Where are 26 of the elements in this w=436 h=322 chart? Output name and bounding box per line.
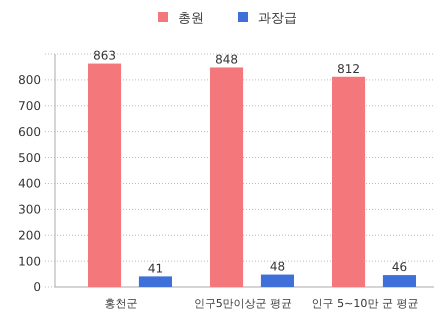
- y-tick-label: 400: [18, 176, 41, 191]
- y-tick-label: 800: [18, 73, 41, 88]
- data-label: 812: [337, 62, 360, 76]
- data-label: 48: [270, 260, 286, 274]
- bar: [138, 276, 172, 287]
- data-label: 863: [93, 48, 116, 63]
- legend-label: 과장급: [258, 11, 297, 26]
- y-tick-label: 600: [18, 124, 41, 139]
- x-tick-label: 인구 5~10만 군 평균: [312, 297, 418, 310]
- y-tick-label: 700: [18, 98, 41, 113]
- bar: [382, 275, 416, 287]
- y-tick-label: 0: [33, 280, 41, 294]
- data-label: 848: [215, 52, 238, 66]
- data-label: 41: [148, 261, 164, 276]
- bar: [88, 64, 122, 287]
- data-label: 46: [392, 260, 408, 274]
- y-tick-label: 500: [18, 150, 41, 165]
- x-tick-label: 인구5만이상군 평균: [194, 297, 292, 310]
- y-tick-label: 100: [18, 254, 41, 268]
- y-tick-label: 300: [18, 202, 41, 217]
- x-tick-label: 홍천군: [104, 297, 138, 310]
- bar: [210, 67, 244, 287]
- legend-label: 총원: [178, 11, 204, 26]
- y-tick-label: 200: [18, 228, 41, 242]
- bar: [332, 76, 366, 287]
- bar: [260, 274, 294, 287]
